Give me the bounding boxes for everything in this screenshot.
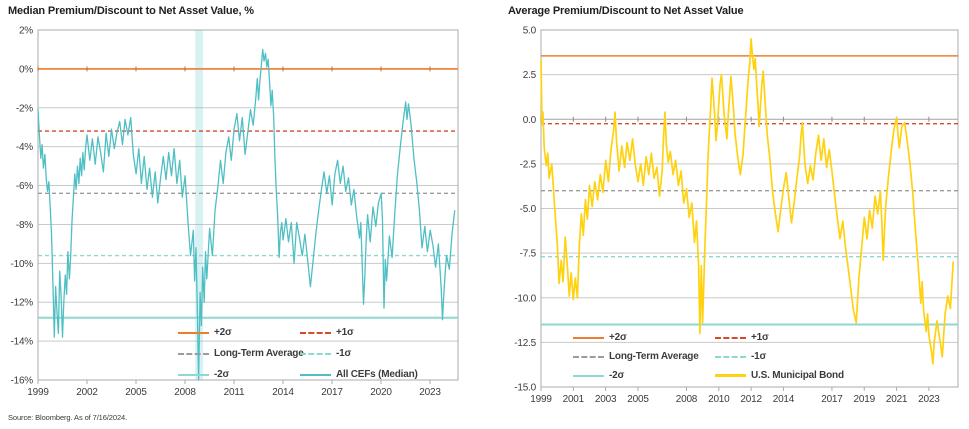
x-tick-label: 2023: [918, 394, 940, 405]
y-tick-label: 2.5: [523, 70, 537, 81]
y-tick-label: -7.5: [520, 249, 537, 260]
legend-item: U.S. Municipal Bond: [715, 366, 885, 385]
legend-swatch: [178, 373, 209, 376]
x-tick-label: 2023: [419, 387, 441, 398]
x-tick-label: 2012: [740, 394, 762, 405]
x-tick-label: 2010: [708, 394, 730, 405]
legend-item: +2σ: [573, 328, 715, 347]
legend-item: -1σ: [300, 343, 460, 364]
legend-item: -2σ: [573, 366, 715, 385]
x-tick-label: 2011: [224, 387, 245, 398]
legend-swatch: [715, 336, 746, 339]
legend-item: Long-Term Average: [178, 343, 304, 364]
legend-label: Long-Term Average: [609, 351, 699, 362]
x-tick-label: 1999: [27, 387, 49, 398]
legend-label: +2σ: [609, 332, 627, 343]
legend-label: +1σ: [751, 332, 769, 343]
x-tick-label: 2005: [627, 394, 649, 405]
legend-median-chart: +2σ +1σ Long-Term Average -1σ -2σ All CEFs (M…: [178, 322, 460, 385]
y-tick-label: -10.0: [514, 293, 536, 304]
x-tick-label: 2017: [821, 394, 843, 405]
y-tick-label: -12%: [10, 298, 33, 309]
y-tick-label: -2%: [16, 103, 33, 114]
legend-swatch: [178, 352, 209, 355]
legend-average-chart: +2σ +1σ Long-Term Average -1σ -2σ U.S. Munici…: [573, 328, 885, 385]
legend-swatch: [178, 331, 209, 334]
legend-item: +1σ: [300, 322, 460, 343]
legend-swatch: [573, 355, 604, 358]
x-tick-label: 2008: [174, 387, 196, 398]
legend-label: +2σ: [214, 327, 232, 338]
legend-item: Long-Term Average: [573, 347, 715, 366]
legend-label: U.S. Municipal Bond: [751, 370, 844, 381]
y-tick-label: -8%: [16, 220, 33, 231]
y-tick-label: -12.5: [514, 338, 536, 349]
legend-swatch: [300, 373, 331, 376]
x-tick-label: 2005: [125, 387, 147, 398]
legend-item: +1σ: [715, 328, 885, 347]
legend-swatch: [715, 374, 746, 377]
y-tick-label: 0.0: [523, 115, 537, 126]
x-tick-label: 2017: [321, 387, 343, 398]
legend-item: +2σ: [178, 322, 300, 343]
legend-swatch: [715, 355, 746, 358]
legend-label: -2σ: [214, 369, 230, 380]
legend-item: -1σ: [715, 347, 885, 366]
y-tick-label: 2%: [19, 26, 33, 37]
x-tick-label: 2002: [76, 387, 98, 398]
legend-label: -1σ: [751, 351, 767, 362]
plot-border: [37, 29, 459, 381]
legend-swatch: [300, 331, 331, 334]
x-tick-label: 2014: [272, 387, 294, 398]
x-tick-label: 2003: [595, 394, 617, 405]
x-tick-label: 2014: [773, 394, 795, 405]
x-tick-label: 2001: [563, 394, 585, 405]
plot-border: [540, 29, 959, 388]
x-tick-label: 2021: [886, 394, 908, 405]
y-tick-label: -16%: [10, 376, 33, 387]
y-tick-label: -5.0: [520, 204, 537, 215]
x-tick-label: 2008: [676, 394, 698, 405]
y-tick-label: -6%: [16, 181, 33, 192]
series-line: [540, 38, 955, 365]
legend-label: -2σ: [609, 370, 625, 381]
y-tick-label: -10%: [10, 259, 33, 270]
y-tick-label: -2.5: [520, 159, 537, 170]
legend-item: -2σ: [178, 364, 300, 385]
y-tick-label: -4%: [16, 142, 33, 153]
legend-label: All CEFs (Median): [336, 369, 418, 380]
y-tick-label: -15.0: [514, 383, 536, 394]
legend-label: -1σ: [336, 348, 352, 359]
legend-swatch: [573, 336, 604, 339]
legend-item: All CEFs (Median): [300, 364, 460, 385]
x-tick-label: 1999: [530, 394, 552, 405]
y-tick-label: 5.0: [523, 26, 537, 37]
chart-title-median: Median Premium/Discount to Net Asset Val…: [8, 5, 254, 17]
series-line: [37, 48, 456, 381]
y-tick-label: -14%: [10, 337, 33, 348]
chart-title-average: Average Premium/Discount to Net Asset Va…: [508, 5, 744, 17]
x-tick-label: 2019: [854, 394, 876, 405]
legend-swatch: [573, 374, 604, 377]
source-note: Source: Bloomberg. As of 7/16/2024.: [8, 413, 128, 422]
legend-label: Long-Term Average: [214, 348, 304, 359]
y-tick-label: 0%: [19, 64, 33, 75]
highlight-band: [195, 30, 204, 380]
legend-swatch: [300, 352, 331, 355]
x-tick-label: 2020: [370, 387, 392, 398]
legend-label: +1σ: [336, 327, 354, 338]
